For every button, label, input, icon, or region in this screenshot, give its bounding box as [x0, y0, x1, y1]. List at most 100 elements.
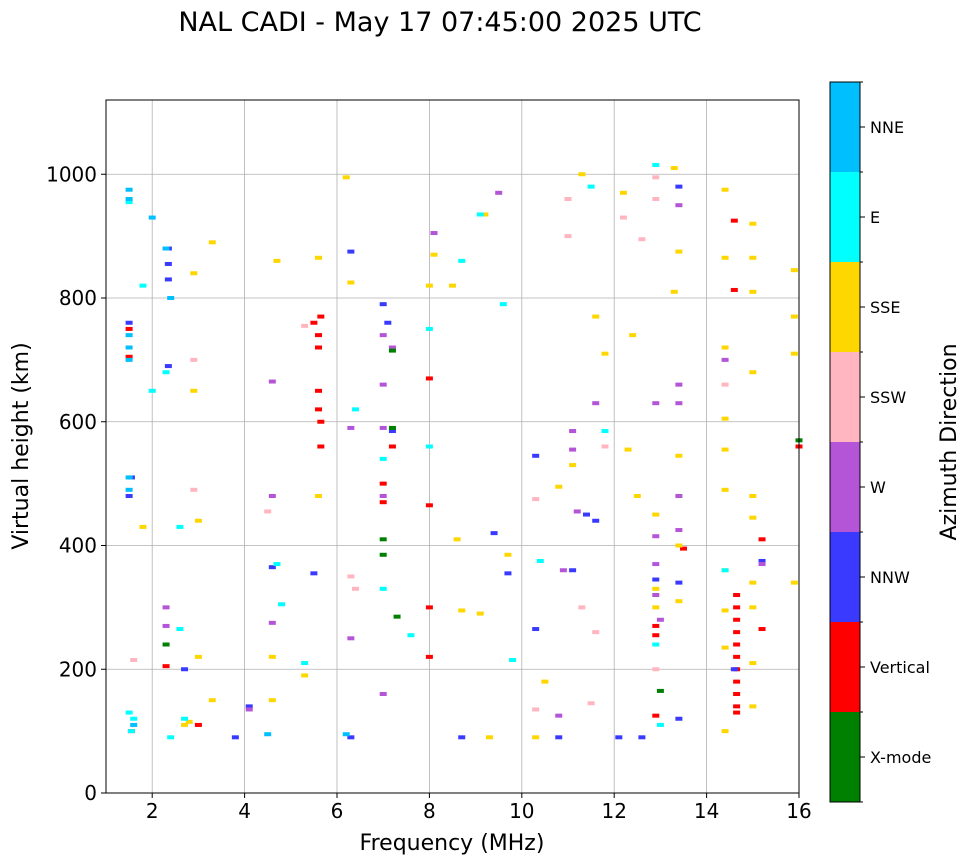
data-point: [758, 562, 766, 567]
data-point: [301, 673, 309, 678]
data-point: [301, 323, 309, 328]
data-point: [425, 326, 433, 331]
data-point: [733, 692, 741, 696]
data-point: [749, 515, 757, 520]
data-point: [351, 407, 359, 412]
data-point: [652, 633, 660, 638]
data-point: [162, 623, 170, 628]
data-point: [652, 562, 660, 567]
data-point: [176, 627, 184, 632]
data-point: [268, 654, 276, 659]
data-point: [476, 212, 484, 217]
data-point: [164, 261, 172, 266]
data-point: [733, 679, 741, 684]
data-point: [379, 456, 387, 461]
data-point: [167, 296, 175, 300]
data-point: [730, 667, 738, 672]
data-point: [652, 593, 660, 597]
data-point: [379, 494, 387, 498]
data-point: [164, 277, 172, 282]
colorbar-tick-label: E: [870, 208, 880, 227]
data-point: [541, 679, 549, 684]
data-point: [721, 416, 729, 421]
data-point: [231, 735, 239, 740]
data-point: [125, 197, 133, 201]
x-tick-label: 2: [146, 799, 159, 823]
data-point: [125, 494, 133, 498]
data-point: [476, 611, 484, 616]
data-point: [181, 667, 189, 672]
data-point: [564, 234, 572, 239]
data-point: [721, 382, 729, 387]
data-point: [315, 255, 323, 260]
data-point: [578, 172, 586, 177]
data-point: [564, 197, 572, 201]
y-tick-label: 200: [59, 657, 97, 681]
data-point: [749, 661, 757, 666]
data-point: [675, 580, 683, 585]
data-point: [164, 364, 172, 369]
data-point: [310, 320, 318, 325]
colorbar-tick-label: X-mode: [870, 748, 931, 767]
data-point: [347, 574, 355, 579]
data-point: [125, 345, 133, 350]
data-point: [569, 447, 577, 452]
data-point: [347, 280, 355, 285]
data-point: [569, 463, 577, 468]
data-point: [190, 271, 198, 276]
data-point: [125, 187, 133, 192]
data-point: [194, 654, 202, 659]
data-point: [733, 642, 741, 647]
data-point: [721, 487, 729, 492]
data-point: [148, 388, 156, 393]
data-point: [790, 351, 798, 356]
data-point: [652, 623, 660, 628]
data-point: [733, 654, 741, 659]
colorbar-tick-label: SSE: [870, 298, 900, 317]
data-point: [675, 716, 683, 721]
data-point: [499, 302, 507, 307]
data-point: [481, 212, 489, 217]
data-point: [181, 716, 189, 721]
data-point: [721, 447, 729, 452]
data-point: [125, 320, 133, 325]
x-tick-label: 10: [509, 799, 534, 823]
colorbar-segment: [830, 532, 860, 622]
data-point: [733, 630, 741, 635]
data-point: [633, 494, 641, 498]
data-point: [675, 453, 683, 458]
x-tick-label: 14: [694, 799, 719, 823]
colorbar-segment: [830, 172, 860, 262]
data-point: [721, 568, 729, 573]
data-point: [379, 500, 387, 505]
grid-lines: [106, 100, 800, 794]
data-point: [592, 630, 600, 635]
series-nnw: [125, 184, 766, 740]
data-point: [656, 722, 664, 727]
x-tick-label: 8: [423, 799, 436, 823]
data-point: [430, 252, 438, 257]
data-point: [675, 249, 683, 254]
data-point: [721, 729, 729, 734]
data-point: [310, 571, 318, 576]
data-point: [453, 537, 461, 542]
data-point: [680, 546, 687, 551]
data-point: [245, 704, 253, 709]
y-tick-label: 0: [84, 781, 97, 805]
data-point: [555, 484, 563, 489]
data-point: [317, 314, 325, 319]
data-point: [278, 602, 286, 607]
data-point: [315, 407, 323, 412]
data-point: [449, 283, 456, 288]
data-point: [379, 537, 387, 542]
chart-title: NAL CADI - May 17 07:45:00 2025 UTC: [178, 7, 701, 38]
data-point: [379, 692, 387, 696]
data-point: [425, 605, 433, 610]
data-point: [749, 605, 757, 610]
data-point: [749, 704, 757, 709]
data-point: [125, 357, 133, 362]
data-point: [125, 710, 133, 715]
data-point: [638, 735, 646, 740]
data-point: [347, 735, 355, 740]
data-point: [652, 162, 660, 167]
